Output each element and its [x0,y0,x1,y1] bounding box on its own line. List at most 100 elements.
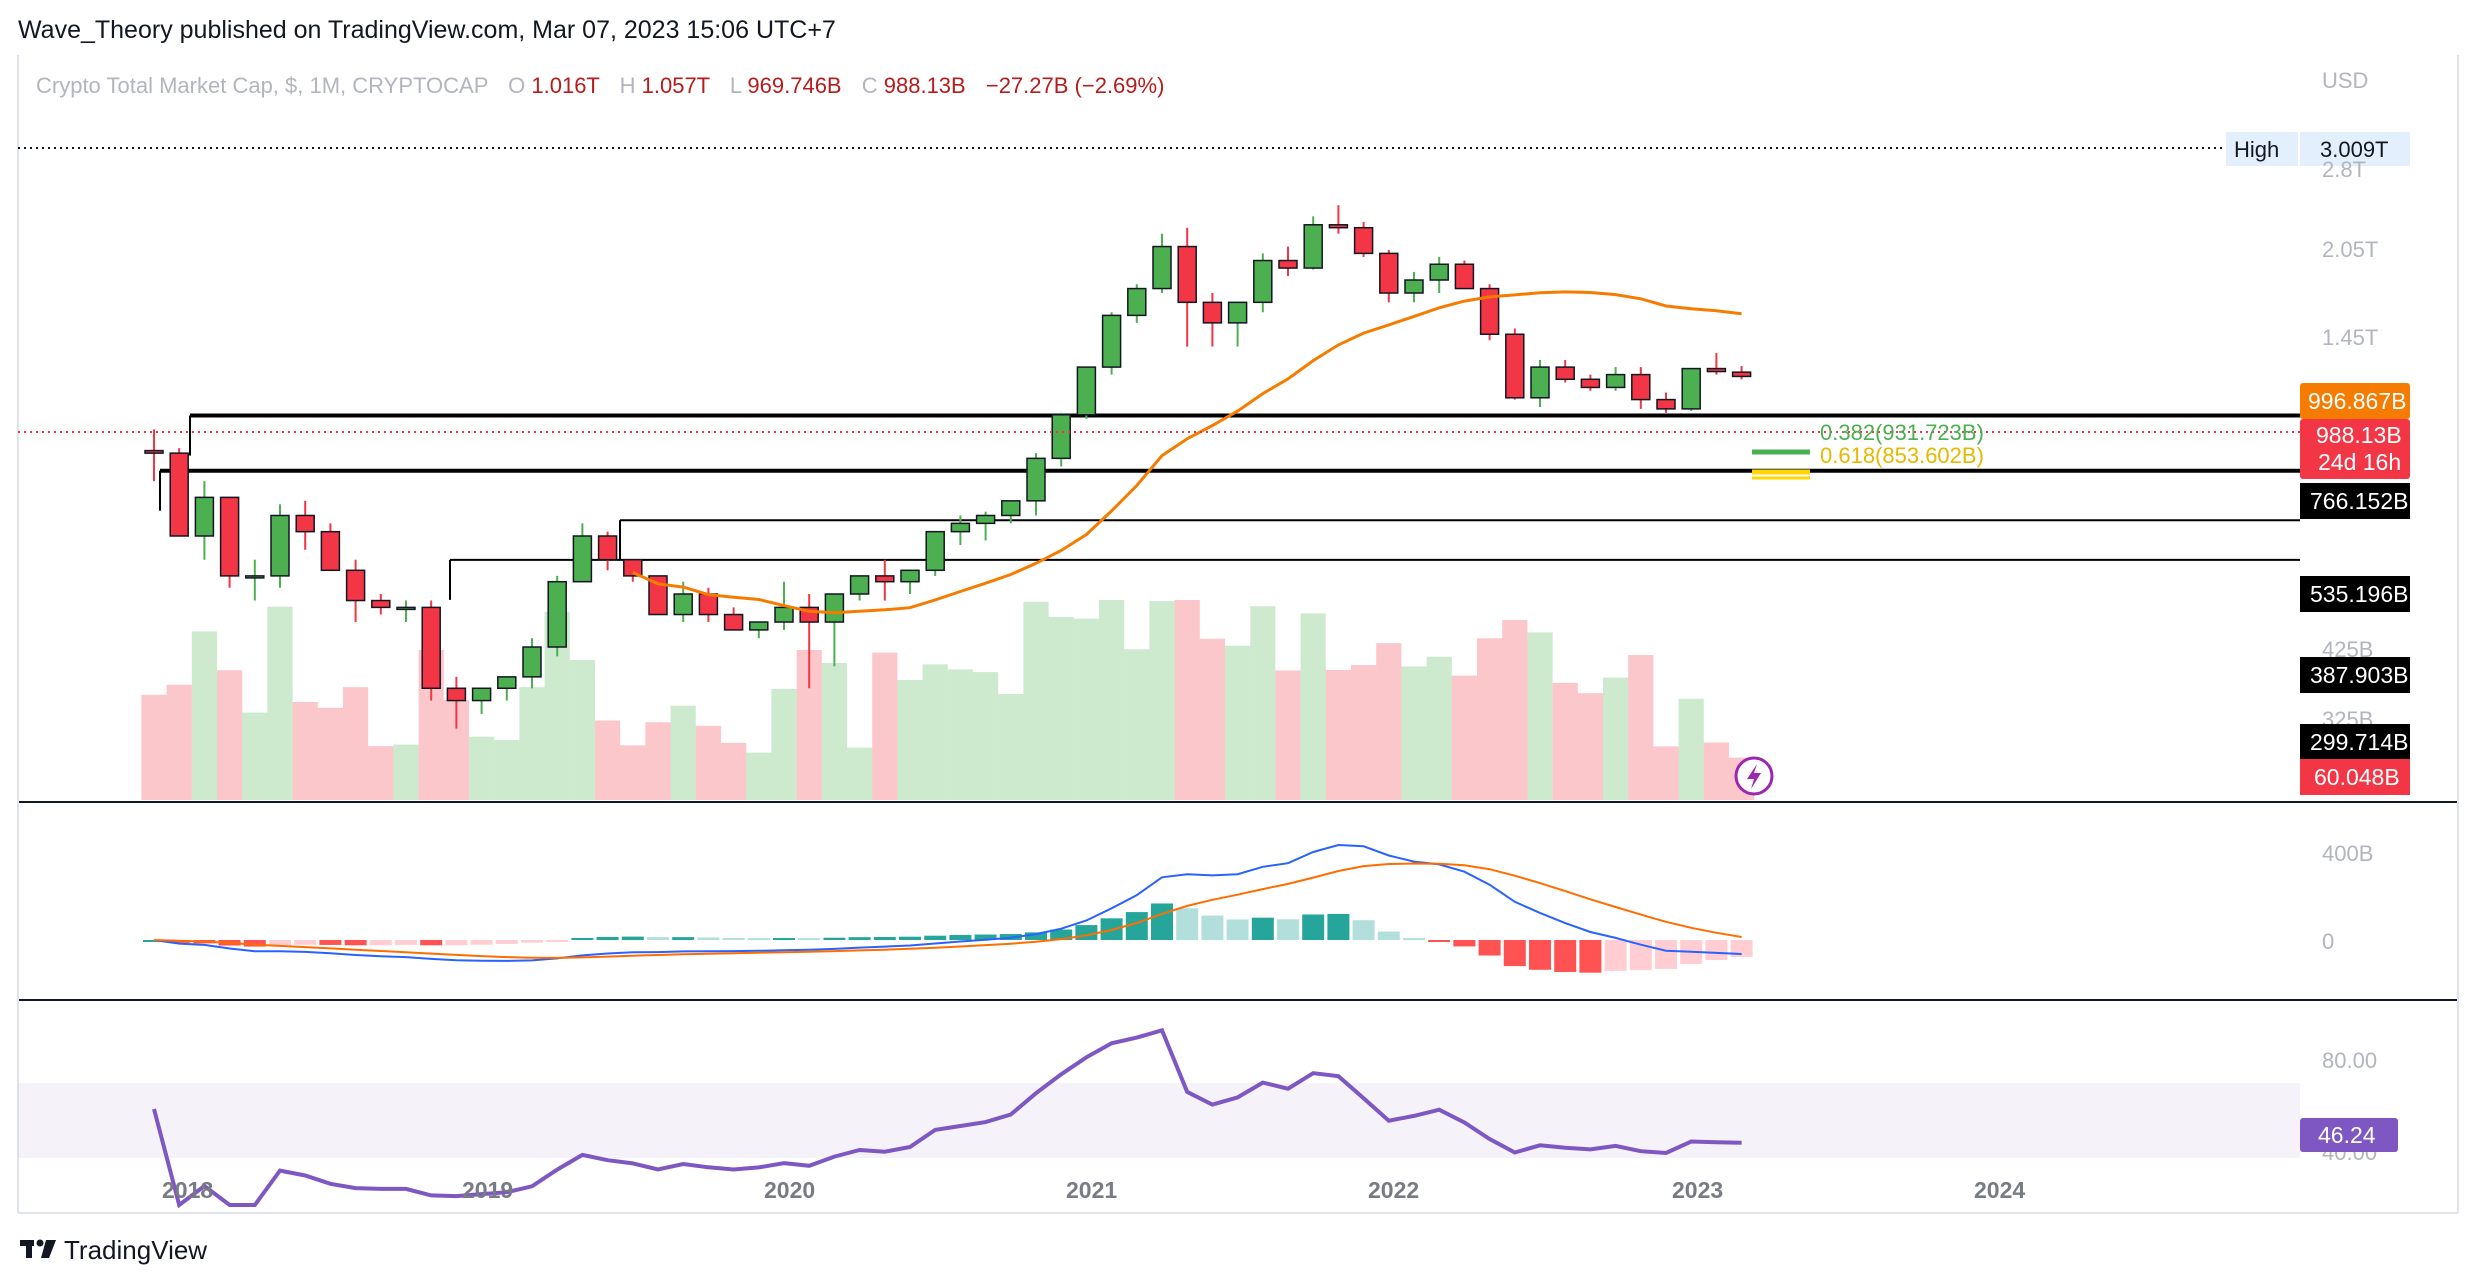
volume-bar [292,702,318,800]
volume-bar [1174,600,1200,800]
candle-body [471,687,492,702]
time-tick-2023: 2023 [1672,1177,1723,1203]
macd-tick-2: 0 [2322,929,2334,954]
volume-bar [1451,675,1477,800]
macd-line [153,843,1742,962]
volume-bar [1199,638,1225,800]
fib-382-label: 0.382(931.723B) [1820,420,1984,445]
macd-histogram [143,903,1753,973]
volume-bar [973,672,999,800]
legend-c-label: C [862,73,878,98]
volume-bar [721,742,747,800]
macd-histogram-bar [470,940,493,945]
volume-box [2300,759,2410,795]
macd-histogram-bar [1604,940,1627,971]
candle-body [1379,252,1399,294]
legend-l-value: 969.746B [747,73,841,98]
candle-body [446,687,467,702]
level3-box [2300,657,2410,693]
candle-body [396,606,416,611]
macd-histogram-bar [395,940,417,945]
support-levels [159,413,2300,600]
macd-histogram-bar [546,940,569,942]
macd-histogram-bar [1529,940,1551,970]
flash-icon[interactable] [1734,756,1774,796]
candle-body [1505,333,1525,399]
rsi-value-box [2300,1118,2398,1152]
candle-body [320,530,341,572]
macd-histogram-bar [621,936,644,940]
time-tick-2022: 2022 [1368,1177,1419,1203]
volume-bar [1577,693,1603,800]
volume-label: 60.048B [2314,764,2400,790]
macd-histogram-bar [873,936,896,940]
price-tick-3: 1.45T [2322,325,2378,350]
candle-body [1353,226,1374,255]
candle-body [623,558,643,577]
volume-bar [1628,655,1654,800]
volume-bar [771,689,797,800]
candle-body [1580,378,1601,389]
candle-body [1227,301,1248,324]
macd-histogram-bar [848,937,871,940]
high-label: High [2234,137,2279,162]
macd-histogram-bar [1302,914,1325,940]
volume-bar [317,707,343,800]
level2-box [2300,576,2410,612]
macd-histogram-bar [1478,940,1501,956]
macd-histogram-bar [1730,940,1753,957]
candle-body [1555,366,1575,381]
candle-body [849,575,870,595]
candle-body [925,530,945,572]
macd-signal-line [153,862,1742,959]
volume-bar [469,736,495,800]
volume-bar [998,694,1024,800]
candle-body [1429,263,1449,281]
volume-bar [1250,606,1276,800]
candle-body [1152,245,1172,290]
macd-histogram-bar [1403,938,1425,941]
rsi-tick-1: 80.00 [2322,1048,2377,1073]
macd-histogram-bar [1554,940,1577,972]
volume-bar [746,752,772,800]
candle-body [774,606,794,623]
volume-bar [1023,601,1049,800]
candle-body [1177,245,1197,304]
macd-histogram-bar [1705,940,1728,961]
level2-label: 535.196B [2310,581,2408,607]
volume-bar [1275,670,1301,800]
volume-bar [242,712,268,800]
volume-bar [1502,620,1528,800]
macd-histogram-bar [294,940,317,945]
volume-bar [897,680,923,800]
macd-histogram-bar [773,937,795,940]
candle-body [345,569,366,602]
candle-body [572,535,593,583]
candle-body [194,496,215,537]
candle-body [950,522,971,533]
legend-o-value: 1.016T [531,73,599,98]
macd-histogram-bar [1050,929,1073,940]
candle-body [1656,398,1676,410]
macd-histogram-bar [823,937,846,940]
legend-change: −27.27B (−2.69%) [986,73,1165,98]
volume-bar [670,705,696,800]
candle-body [219,496,240,577]
macd-histogram-bar [1352,920,1375,940]
macd-histogram-bar [1025,932,1047,940]
macd-histogram-bar [269,940,291,946]
volume-bar [1653,746,1679,800]
candle-body [1328,224,1349,229]
tradingview-logo[interactable]: TradingView [20,1235,207,1265]
volume-bar [922,664,948,800]
time-tick-2019: 2019 [462,1177,513,1203]
macd-histogram-bar [798,938,821,941]
macd-histogram-bar [647,937,669,940]
volume-bar [1527,632,1553,800]
volume-bar [645,722,671,800]
candle-body [975,514,996,525]
macd-histogram-bar [924,935,947,940]
ma-price-label: 996.867B [2308,388,2406,414]
candle-body [1253,259,1273,304]
